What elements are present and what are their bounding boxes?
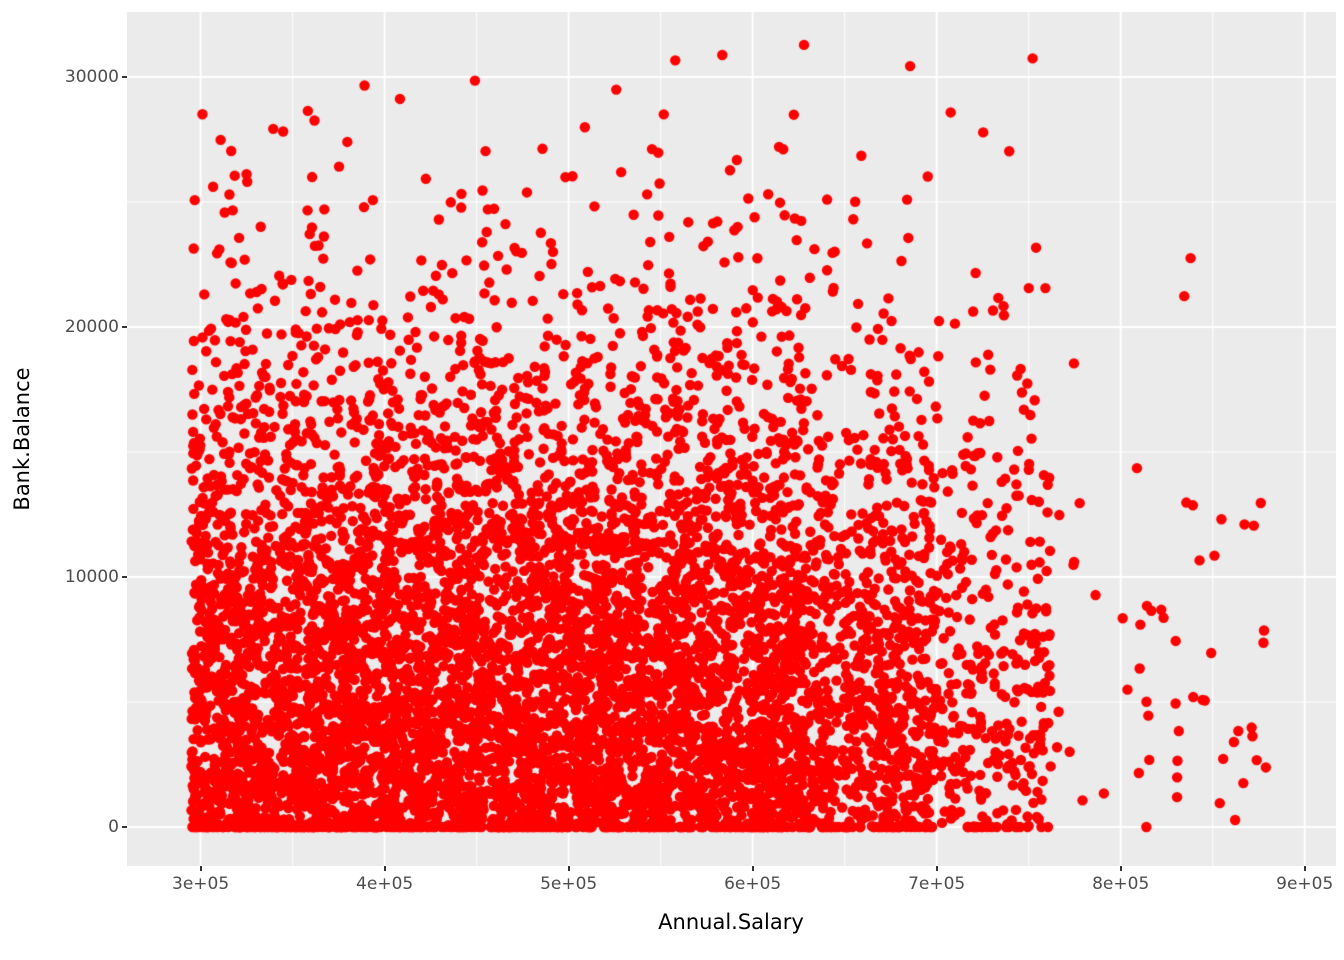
y-tick-label: 10000 <box>64 567 119 587</box>
x-tick-mark <box>1303 866 1306 871</box>
x-tick-mark <box>383 866 386 871</box>
x-tick-label: 5e+05 <box>540 874 598 894</box>
x-axis-title: Annual.Salary <box>658 910 804 934</box>
y-tick-mark <box>122 576 127 578</box>
x-tick-mark <box>567 866 570 871</box>
y-tick-mark <box>122 76 127 78</box>
x-tick-label: 6e+05 <box>724 874 782 894</box>
x-tick-label: 9e+05 <box>1276 874 1334 894</box>
y-tick-mark <box>122 326 127 328</box>
x-tick-label: 4e+05 <box>356 874 414 894</box>
x-tick-label: 3e+05 <box>172 874 230 894</box>
x-tick-mark <box>1119 866 1122 871</box>
x-tick-mark <box>751 866 754 871</box>
y-tick-label: 30000 <box>64 67 119 87</box>
y-tick-mark <box>122 826 127 828</box>
x-tick-mark <box>199 866 202 871</box>
y-tick-label: 0 <box>108 817 119 837</box>
plot-panel <box>127 12 1336 866</box>
x-tick-mark <box>935 866 938 871</box>
scatter-canvas <box>127 12 1336 866</box>
x-tick-label: 8e+05 <box>1092 874 1150 894</box>
y-axis-title: Bank.Balance <box>10 367 34 511</box>
y-tick-label: 20000 <box>64 317 119 337</box>
x-tick-label: 7e+05 <box>908 874 966 894</box>
